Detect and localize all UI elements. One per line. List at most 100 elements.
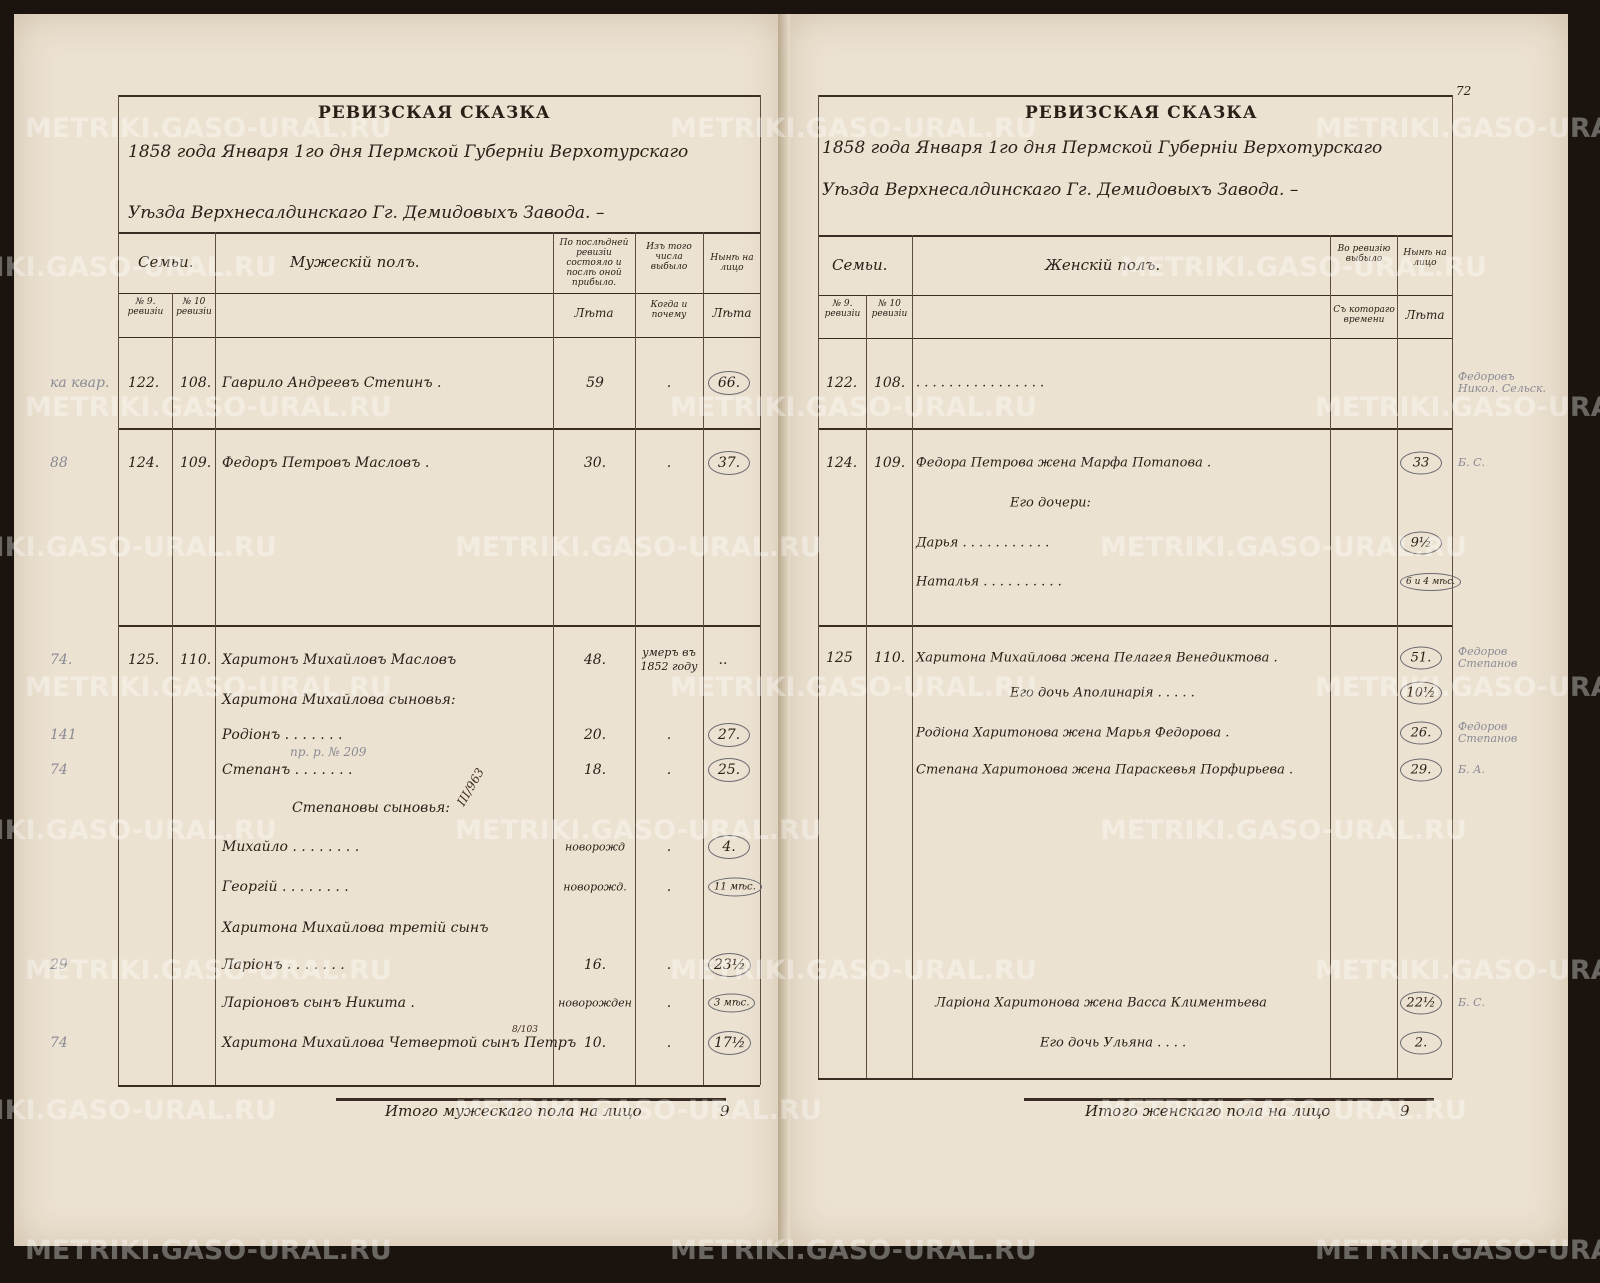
- present-age: 27.: [708, 723, 750, 747]
- right-total-label: Итого женскаго пола на лицо: [1085, 1102, 1331, 1120]
- present-age: 4.: [708, 835, 750, 859]
- departed: .: [666, 727, 672, 743]
- person-name: Степана Харитонова жена Параскевья Порфи…: [916, 762, 1294, 778]
- column-rule: [118, 95, 119, 1085]
- column-rule: [215, 232, 216, 1085]
- column-rule: [760, 95, 761, 1085]
- margin-note: Федоров Степанов: [1458, 645, 1518, 670]
- margin-note: 88: [50, 455, 68, 471]
- age-last-revision: 16.: [583, 957, 607, 973]
- col-departed: Изъ того числа выбыло: [646, 242, 692, 272]
- present-age: 33: [1400, 451, 1442, 475]
- person-name: Гаврило Андреевъ Степинъ .: [222, 375, 442, 391]
- sub-years2: Лѣта: [712, 306, 752, 320]
- col-last-revision: По послѣдней ревизіи состояло и послѣ он…: [559, 238, 629, 288]
- present-age: 29.: [1400, 758, 1442, 782]
- rule: [118, 232, 760, 234]
- person-name: Дарья . . . . . . . . . . .: [916, 535, 1050, 551]
- rule: [118, 428, 760, 430]
- margin-note: Федоровъ Никол. Сельск.: [1458, 370, 1547, 395]
- sub-rev10-right: № 10 ревизіи: [871, 299, 908, 319]
- rev9-number: 125.: [128, 652, 160, 668]
- person-name: . . . . . . . . . . . . . . . .: [916, 375, 1045, 391]
- sub-rev9-right: № 9. ревизіи: [824, 299, 861, 319]
- rev9-number: 122.: [128, 375, 160, 391]
- right-heading-line2: Уѣзда Верхнесалдинскаго Гг. Демидовыхъ З…: [822, 180, 1299, 200]
- age-last-revision: 10.: [583, 1035, 607, 1051]
- present-age: 11 мѣс.: [708, 877, 762, 897]
- left-page: [14, 14, 782, 1246]
- margin-note: 29: [50, 957, 68, 973]
- present-age: 22½: [1400, 991, 1442, 1015]
- column-rule: [172, 293, 173, 1085]
- person-name: Ларіонъ . . . . . . .: [222, 957, 345, 973]
- rev9-number: 122.: [826, 375, 858, 391]
- rule: [818, 338, 1452, 339]
- present-age: 26.: [1400, 721, 1442, 745]
- person-name: Родіона Харитонова жена Марья Федорова .: [916, 725, 1230, 741]
- age-last-revision: новорожд: [564, 840, 626, 854]
- sub-when: Когда и почему: [650, 300, 688, 320]
- left-title: РЕВИЗСКАЯ СКАЗКА: [318, 103, 551, 123]
- person-name: Федоръ Петровъ Масловъ .: [222, 455, 430, 471]
- present-age: 10½: [1400, 681, 1442, 705]
- present-age: 17½: [708, 1031, 752, 1055]
- col-family: Семьи.: [138, 253, 194, 271]
- departed: .: [666, 879, 672, 895]
- column-rule: [635, 232, 636, 1085]
- rule: [118, 95, 760, 97]
- departed: .: [666, 1035, 672, 1051]
- departed: умеръ въ 1852 году: [640, 646, 698, 673]
- present-age: 66.: [708, 371, 750, 395]
- left-total-value: 9: [720, 1102, 730, 1120]
- column-rule: [818, 95, 819, 1078]
- present-age: 2.: [1400, 1031, 1442, 1055]
- rev9-number: 124.: [128, 455, 160, 471]
- left-heading-line1: 1858 года Января 1го дня Пермской Губерн…: [128, 142, 689, 162]
- margin-note: Федоров Степанов: [1458, 720, 1518, 745]
- person-name: Наталья . . . . . . . . . .: [916, 574, 1062, 590]
- person-name: Его дочь Ульяна . . . .: [1040, 1035, 1187, 1051]
- present-age: 3 мѣс.: [708, 993, 756, 1013]
- person-name: Харитона Михайлова Четвертой сынъ Петръ: [222, 1035, 577, 1051]
- person-name: Ларіоновъ сынъ Никита .: [222, 995, 415, 1011]
- column-rule: [1330, 235, 1331, 1078]
- rev10-number: 109.: [874, 455, 906, 471]
- rule: [818, 95, 1452, 97]
- rule: [818, 625, 1452, 627]
- sub-rev9: № 9. ревизіи: [127, 297, 164, 317]
- margin-note: 141: [50, 727, 77, 743]
- annotation-fraction: 8/103: [512, 1025, 538, 1035]
- present-age: ..: [718, 652, 728, 668]
- departed: .: [666, 839, 672, 855]
- rule: [818, 295, 1452, 296]
- person-name: Степанъ . . . . . . .: [222, 762, 353, 778]
- present-age: 9½: [1400, 531, 1442, 555]
- rev10-number: 110.: [180, 652, 212, 668]
- person-name: Ларіона Харитонова жена Васса Климентьев…: [935, 995, 1267, 1011]
- rev10-number: 108.: [180, 375, 212, 391]
- person-name: Михайло . . . . . . . .: [222, 839, 360, 855]
- person-name: Харитона Михайлова сыновья:: [222, 692, 456, 708]
- person-name: Его дочери:: [1010, 495, 1091, 511]
- rev9-number: 125: [826, 650, 853, 666]
- rule: [1024, 1098, 1434, 1101]
- col-present-right: Нынѣ на лицо: [1403, 248, 1447, 268]
- left-heading-line2: Уѣзда Верхнесалдинскаго Гг. Демидовыхъ З…: [128, 203, 605, 223]
- margin-note: ка квар.: [50, 375, 110, 391]
- person-name: Георгій . . . . . . . .: [222, 879, 349, 895]
- age-last-revision: 18.: [583, 762, 607, 778]
- departed: .: [666, 762, 672, 778]
- person-name: Федора Петрова жена Марфа Потапова .: [916, 455, 1212, 471]
- rule: [118, 337, 760, 338]
- rule: [818, 235, 1452, 237]
- age-last-revision: новорожден: [558, 996, 632, 1010]
- age-last-revision: 30.: [583, 455, 607, 471]
- right-title: РЕВИЗСКАЯ СКАЗКА: [1025, 103, 1258, 123]
- rule: [118, 1085, 760, 1087]
- col-rev-right: Во ревизію выбыло: [1337, 244, 1391, 264]
- left-total-label: Итого мужескаго пола на лицо: [385, 1102, 642, 1120]
- sub-since: Съ котораго времени: [1333, 305, 1395, 325]
- column-rule: [553, 232, 554, 1085]
- rev10-number: 108.: [874, 375, 906, 391]
